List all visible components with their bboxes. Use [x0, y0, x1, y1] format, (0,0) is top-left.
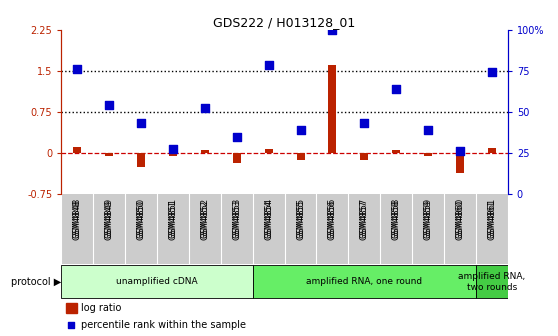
Text: GSM4858: GSM4858 [392, 198, 401, 238]
Bar [253, 265, 476, 298]
Text: GSM4850: GSM4850 [137, 198, 146, 238]
Text: percentile rank within the sample: percentile rank within the sample [81, 320, 247, 330]
Text: GSM4856: GSM4856 [328, 198, 337, 238]
Bar [360, 153, 368, 161]
Text: GSM4849: GSM4849 [105, 200, 114, 240]
Text: GSM4861: GSM4861 [487, 200, 496, 240]
Point [487, 70, 496, 75]
Text: amplified RNA, one round: amplified RNA, one round [306, 278, 422, 286]
Text: GSM4858: GSM4858 [392, 200, 401, 240]
Text: GSM4848: GSM4848 [73, 198, 82, 238]
Point [73, 66, 82, 71]
Text: GSM4859: GSM4859 [424, 200, 432, 240]
Bar [233, 153, 240, 163]
Bar [456, 153, 464, 172]
Point [455, 148, 464, 153]
Point [264, 62, 273, 68]
Text: GSM4854: GSM4854 [264, 200, 273, 240]
Text: GSM4851: GSM4851 [169, 198, 177, 238]
Bar [105, 153, 113, 156]
Bar [488, 148, 496, 153]
Text: log ratio: log ratio [81, 303, 122, 313]
Bar [476, 265, 508, 298]
Bar [137, 153, 145, 167]
Point [328, 28, 337, 33]
Text: unamplified cDNA: unamplified cDNA [116, 278, 198, 286]
Point [200, 106, 209, 111]
Text: protocol ▶: protocol ▶ [11, 277, 61, 287]
Text: GSM4860: GSM4860 [455, 198, 464, 238]
Point [424, 128, 432, 133]
Text: GSM4860: GSM4860 [455, 200, 464, 240]
Text: GSM4849: GSM4849 [105, 198, 114, 238]
Text: GSM4852: GSM4852 [200, 198, 209, 238]
Text: GSM4852: GSM4852 [200, 200, 209, 240]
Text: GSM4853: GSM4853 [232, 198, 241, 238]
Text: GSM4850: GSM4850 [137, 200, 146, 240]
Bar [201, 150, 209, 153]
Text: GSM4856: GSM4856 [328, 200, 337, 240]
Text: GSM4853: GSM4853 [232, 200, 241, 240]
Point [296, 128, 305, 133]
Text: GSM4859: GSM4859 [424, 198, 432, 238]
Bar [61, 265, 253, 298]
Bar [392, 150, 400, 153]
Bar [424, 153, 432, 156]
Bar [66, 303, 77, 313]
Text: amplified RNA,
two rounds: amplified RNA, two rounds [458, 272, 526, 292]
Text: GSM4855: GSM4855 [296, 200, 305, 240]
Point [232, 134, 241, 140]
Point [392, 86, 401, 91]
Text: GSM4861: GSM4861 [487, 198, 496, 238]
Bar [73, 147, 81, 153]
Point [360, 121, 369, 126]
Text: GSM4854: GSM4854 [264, 198, 273, 238]
Bar [169, 153, 177, 156]
Point [105, 102, 114, 108]
Point [67, 322, 76, 327]
Text: GSM4855: GSM4855 [296, 198, 305, 238]
Point [169, 146, 177, 152]
Bar [296, 153, 305, 161]
Text: GSM4851: GSM4851 [169, 200, 177, 240]
Bar [329, 65, 336, 153]
Text: GSM4857: GSM4857 [360, 198, 369, 238]
Title: GDS222 / H013128_01: GDS222 / H013128_01 [214, 16, 355, 29]
Point [137, 121, 146, 126]
Text: GSM4848: GSM4848 [73, 200, 82, 240]
Bar [264, 149, 273, 153]
Text: GSM4857: GSM4857 [360, 200, 369, 240]
